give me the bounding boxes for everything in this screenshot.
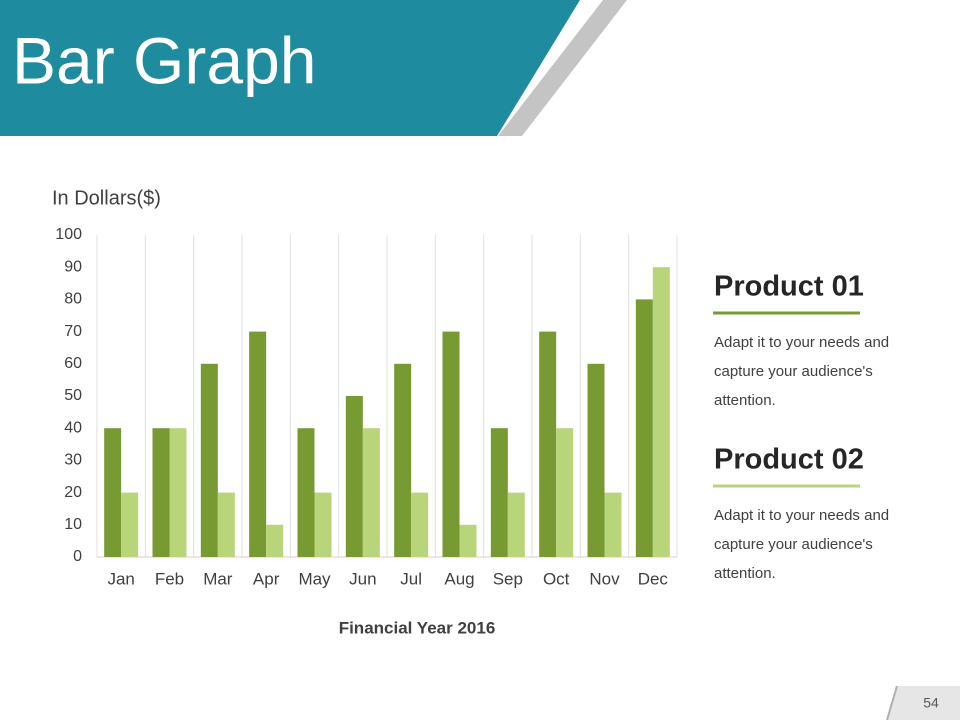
y-tick-label: 30 xyxy=(64,452,82,469)
bar xyxy=(200,363,218,557)
bar xyxy=(314,492,332,557)
legend-description: Adapt it to your needs and capture your … xyxy=(714,334,890,409)
y-tick-label: 80 xyxy=(64,291,82,308)
slide-title: Bar Graph xyxy=(12,23,316,97)
bar xyxy=(169,428,187,557)
bar xyxy=(459,524,477,557)
bar xyxy=(490,428,508,557)
x-tick-label: Jan xyxy=(107,569,134,588)
bar xyxy=(266,524,284,557)
x-tick-label: Feb xyxy=(155,569,184,588)
x-tick-label: Apr xyxy=(253,569,280,588)
page-number-box xyxy=(887,686,960,720)
x-tick-label: May xyxy=(298,569,331,588)
bar xyxy=(442,331,460,557)
page-number-stripe xyxy=(886,685,898,720)
y-tick-label: 100 xyxy=(55,226,82,243)
y-tick-label: 0 xyxy=(73,548,82,565)
y-tick-label: 50 xyxy=(64,387,82,404)
bar xyxy=(345,396,363,557)
y-tick-label: 40 xyxy=(64,419,82,436)
bar xyxy=(104,428,122,557)
bar xyxy=(507,492,525,557)
bar xyxy=(652,267,670,557)
bar xyxy=(217,492,235,557)
y-tick-label: 20 xyxy=(64,484,82,501)
bar xyxy=(556,428,574,557)
bar xyxy=(362,428,380,557)
x-tick-label: Sep xyxy=(493,569,523,588)
bar xyxy=(394,363,412,557)
y-tick-label: 70 xyxy=(64,323,82,340)
y-tick-label: 90 xyxy=(64,258,82,275)
x-tick-label: Jun xyxy=(349,569,376,588)
legend-description: Adapt it to your needs and capture your … xyxy=(714,507,890,582)
x-tick-label: Aug xyxy=(444,569,474,588)
y-tick-label: 60 xyxy=(64,355,82,372)
legend-name: Product 01 xyxy=(714,271,864,303)
bar xyxy=(604,492,622,557)
bar xyxy=(411,492,429,557)
bar xyxy=(249,331,267,557)
x-tick-label: Oct xyxy=(543,569,570,588)
title-banner xyxy=(0,0,580,136)
bar xyxy=(297,428,315,557)
x-tick-label: Dec xyxy=(638,569,669,588)
page-number: 54 xyxy=(923,695,939,711)
bar xyxy=(587,363,605,557)
x-axis-label: Financial Year 2016 xyxy=(339,618,496,637)
bar xyxy=(121,492,139,557)
y-tick-label: 10 xyxy=(64,516,82,533)
bar xyxy=(635,299,653,557)
bar xyxy=(152,428,170,557)
banner-stripe xyxy=(498,0,627,136)
y-axis-label: In Dollars($) xyxy=(52,187,161,209)
x-tick-label: Jul xyxy=(400,569,422,588)
x-tick-label: Mar xyxy=(203,569,233,588)
legend-name: Product 02 xyxy=(714,444,864,476)
bar xyxy=(539,331,557,557)
x-tick-label: Nov xyxy=(589,569,620,588)
